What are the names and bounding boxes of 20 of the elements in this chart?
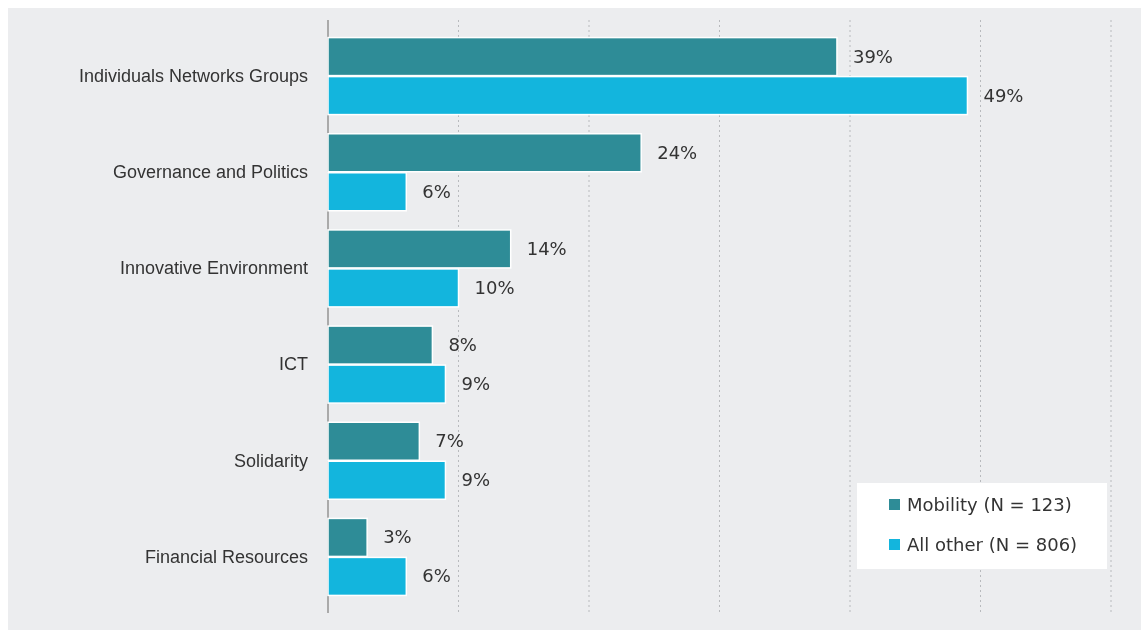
legend-label: Mobility (N = 123): [907, 494, 1072, 515]
y-tick-label: ICT: [279, 354, 308, 375]
legend-label: All other (N = 806): [907, 534, 1078, 555]
data-label: 9%: [461, 373, 491, 395]
y-tick-label: Solidarity: [233, 450, 308, 471]
data-label: 24%: [657, 141, 698, 163]
y-tick-label: Individuals Networks Groups: [78, 65, 308, 86]
data-label: 10%: [474, 276, 515, 298]
data-label: 8%: [448, 334, 477, 356]
data-label: 14%: [526, 237, 567, 259]
y-tick-label: Financial Resources: [144, 546, 308, 567]
data-label: 9%: [461, 469, 491, 491]
data-label: 3%: [383, 526, 412, 548]
data-label: 49%: [983, 84, 1024, 106]
data-label: 39%: [852, 45, 893, 67]
data-label: 6%: [422, 180, 451, 202]
y-tick-label: Innovative Environment: [119, 258, 308, 279]
data-label: 7%: [435, 430, 464, 452]
data-label: 6%: [422, 565, 451, 587]
y-tick-label: Governance and Politics: [112, 162, 308, 183]
